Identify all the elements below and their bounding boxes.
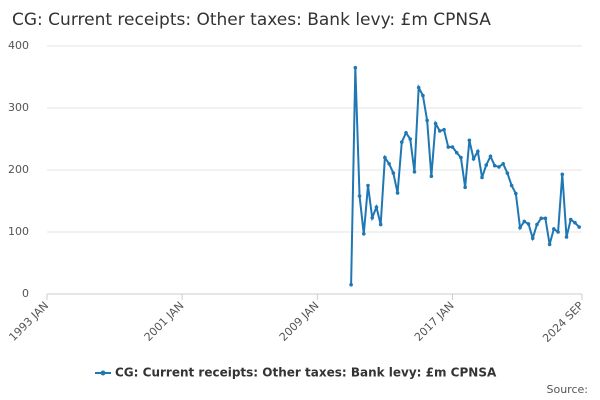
- point: [429, 174, 434, 178]
- point: [514, 191, 518, 196]
- point: [552, 227, 556, 231]
- point: [395, 191, 400, 195]
- chart-title: CG: Current receipts: Other taxes: Bank …: [12, 10, 491, 30]
- point: [505, 171, 510, 175]
- point: [361, 232, 366, 236]
- point: [535, 222, 539, 227]
- point: [568, 217, 573, 222]
- point: [446, 145, 451, 149]
- point: [476, 149, 480, 154]
- x-tick-label: 2009 JAN: [277, 299, 322, 344]
- y-tick-label: 400: [8, 39, 29, 52]
- point: [416, 85, 421, 90]
- point: [522, 219, 527, 224]
- point: [560, 172, 565, 177]
- point: [433, 121, 438, 126]
- point: [378, 222, 383, 227]
- point: [577, 225, 581, 229]
- point: [353, 65, 358, 70]
- point: [408, 137, 413, 141]
- point: [564, 235, 569, 239]
- point: [374, 205, 379, 209]
- legend-marker: [100, 370, 106, 376]
- point: [556, 230, 560, 234]
- point: [492, 163, 497, 168]
- point: [454, 150, 459, 155]
- legend-label: CG: Current receipts: Other taxes: Bank …: [115, 366, 497, 380]
- x-tick-label: 2017 JAN: [412, 299, 457, 344]
- source: Source:: [547, 383, 589, 396]
- y-tick-label: 200: [8, 163, 29, 176]
- x-tick-label: 1993 JAN: [6, 299, 51, 344]
- point: [543, 216, 548, 221]
- point: [484, 163, 489, 167]
- line: [350, 67, 580, 285]
- point: [399, 140, 404, 144]
- point: [370, 215, 375, 220]
- point: [547, 242, 552, 247]
- point: [425, 118, 429, 123]
- point: [501, 162, 505, 166]
- point: [450, 145, 455, 149]
- point: [366, 183, 370, 188]
- point: [471, 157, 476, 161]
- point: [518, 225, 522, 230]
- x-tick-label: 2001 JAN: [142, 299, 187, 344]
- point: [467, 138, 472, 143]
- point: [509, 183, 514, 188]
- point: [573, 220, 577, 225]
- x-tick-label: 2024 SEP: [540, 299, 586, 345]
- point: [421, 93, 425, 98]
- y-tick-label: 100: [8, 225, 29, 238]
- point: [459, 155, 463, 160]
- point: [488, 154, 493, 159]
- point: [383, 155, 387, 160]
- point: [526, 222, 531, 226]
- point: [391, 171, 396, 175]
- point: [442, 127, 446, 132]
- point: [463, 185, 467, 190]
- point: [412, 170, 417, 174]
- point: [480, 175, 484, 180]
- point: [357, 194, 362, 198]
- point: [438, 129, 442, 133]
- y-tick-label: 300: [8, 101, 29, 114]
- point: [387, 162, 391, 166]
- y-tick-label: 0: [22, 287, 29, 300]
- point: [530, 236, 535, 240]
- point: [349, 282, 353, 287]
- point: [404, 131, 408, 135]
- point: [539, 216, 543, 221]
- point: [497, 165, 501, 169]
